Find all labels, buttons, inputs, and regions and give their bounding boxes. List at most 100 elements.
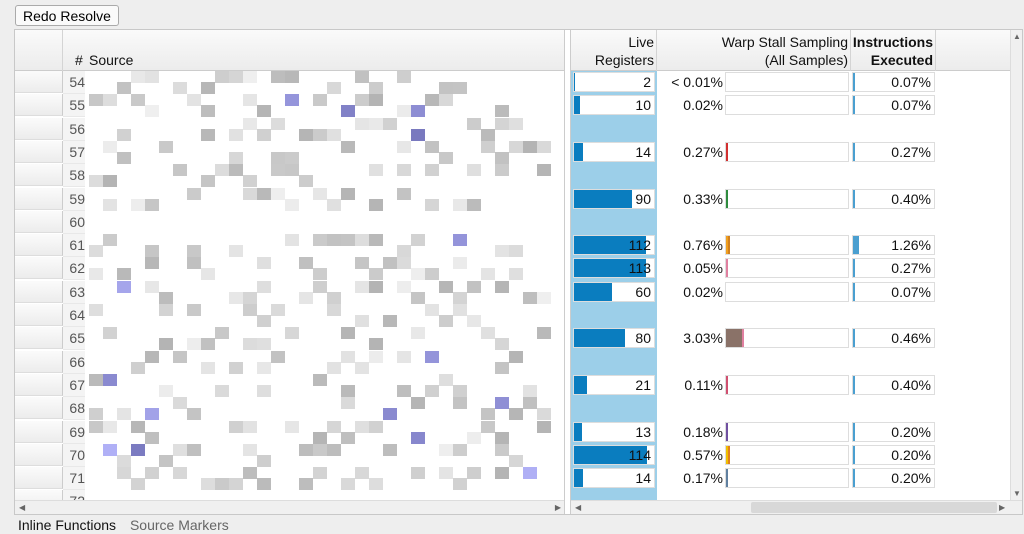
row-gutter[interactable]	[15, 187, 63, 210]
source-row[interactable]: 62	[15, 257, 564, 281]
source-row[interactable]: 60	[15, 210, 564, 234]
source-row[interactable]: 68	[15, 397, 564, 421]
redo-resolve-button[interactable]: Redo Resolve	[15, 5, 119, 26]
scroll-right-icon[interactable]: ▶	[554, 503, 561, 512]
blurred-code	[257, 187, 271, 200]
blurred-code	[411, 234, 425, 247]
source-row[interactable]: 71	[15, 467, 564, 491]
blurred-code	[145, 408, 159, 421]
source-row[interactable]: 56	[15, 117, 564, 141]
blurred-code	[537, 164, 551, 177]
scroll-thumb[interactable]	[751, 502, 997, 513]
blurred-code	[257, 105, 271, 118]
live-registers-cell: 13	[573, 421, 655, 442]
blurred-code	[243, 467, 257, 480]
source-row[interactable]: 61	[15, 234, 564, 258]
metrics-row[interactable]: 80 3.03% 0.46%	[571, 327, 1011, 350]
warp-stall-bar	[725, 235, 849, 256]
line-number-header[interactable]: #	[75, 52, 83, 68]
source-row[interactable]: 63	[15, 280, 564, 304]
source-column-header[interactable]: Source	[89, 52, 134, 68]
scroll-right-icon[interactable]: ▶	[999, 503, 1006, 512]
live-registers-header[interactable]: Live Registers	[571, 30, 657, 71]
row-gutter[interactable]	[15, 94, 63, 117]
metrics-row[interactable]: 14 0.17% 0.20%	[571, 467, 1011, 490]
blurred-code	[495, 361, 509, 374]
row-gutter[interactable]	[15, 164, 63, 187]
live-registers-value: 114	[628, 446, 651, 463]
line-number: 70	[63, 443, 85, 467]
row-gutter[interactable]	[15, 210, 63, 233]
row-gutter[interactable]	[15, 327, 63, 350]
blurred-code	[369, 350, 383, 363]
source-row[interactable]: 59	[15, 187, 564, 211]
gutter-header[interactable]	[15, 30, 63, 71]
metrics-row[interactable]: 13 0.18% 0.20%	[571, 421, 1011, 444]
metrics-vertical-scrollbar[interactable]: ▲ ▼	[1010, 30, 1022, 500]
line-number: 65	[63, 327, 85, 351]
blurred-code	[257, 128, 271, 141]
metrics-row[interactable]: 114 0.57% 0.20%	[571, 444, 1011, 467]
blurred-code	[355, 420, 369, 433]
source-row[interactable]: 55	[15, 94, 564, 118]
source-row[interactable]: 70	[15, 443, 564, 467]
line-number: 71	[63, 467, 85, 491]
source-row[interactable]: 69	[15, 420, 564, 444]
source-row[interactable]: 65	[15, 327, 564, 351]
source-row[interactable]: 67	[15, 373, 564, 397]
row-gutter[interactable]	[15, 257, 63, 280]
scroll-down-icon[interactable]: ▼	[1013, 489, 1021, 498]
warp-stall-value: 0.11%	[684, 376, 723, 393]
metrics-row[interactable]: 2 < 0.01% 0.07%	[571, 71, 1011, 94]
metrics-row[interactable]: 10 0.02% 0.07%	[571, 94, 1011, 117]
tab-inline-functions[interactable]: Inline Functions	[18, 517, 117, 533]
row-gutter[interactable]	[15, 280, 63, 303]
instructions-cell: 0.40%	[852, 188, 935, 209]
instructions-executed-header[interactable]: Instructions Executed	[851, 30, 936, 71]
instructions-cell: 0.07%	[852, 72, 935, 92]
warp-stall-header[interactable]: Warp Stall Sampling (All Samples)	[657, 30, 851, 71]
source-horizontal-scrollbar[interactable]: ◀ ▶	[15, 500, 564, 514]
metrics-row[interactable]: 90 0.33% 0.40%	[571, 188, 1011, 211]
source-row[interactable]: 54	[15, 71, 564, 94]
scroll-up-icon[interactable]: ▲	[1013, 32, 1021, 41]
row-gutter[interactable]	[15, 140, 63, 163]
blurred-code	[243, 187, 257, 200]
blurred-code	[285, 234, 299, 247]
row-gutter[interactable]	[15, 71, 63, 93]
row-gutter[interactable]	[15, 420, 63, 443]
row-gutter[interactable]	[15, 397, 63, 420]
blurred-code	[229, 151, 243, 164]
row-gutter[interactable]	[15, 373, 63, 396]
blurred-code	[299, 128, 313, 141]
source-row[interactable]: 64	[15, 304, 564, 327]
source-row[interactable]: 66	[15, 350, 564, 374]
row-gutter[interactable]	[15, 117, 63, 140]
blurred-code	[243, 94, 257, 107]
row-gutter[interactable]	[15, 467, 63, 490]
metrics-horizontal-scrollbar[interactable]: ◀ ▶	[571, 500, 1022, 514]
blurred-code	[257, 280, 271, 293]
blurred-code	[355, 117, 369, 130]
metrics-row[interactable]: 14 0.27% 0.27%	[571, 141, 1011, 164]
source-row[interactable]: 58	[15, 164, 564, 188]
warp-stall-value: 3.03%	[683, 330, 723, 347]
row-gutter[interactable]	[15, 304, 63, 326]
metrics-row[interactable]: 113 0.05% 0.27%	[571, 257, 1011, 280]
row-gutter[interactable]	[15, 234, 63, 257]
blurred-code	[481, 420, 495, 433]
scroll-left-icon[interactable]: ◀	[575, 503, 582, 512]
metrics-row[interactable]: 21 0.11% 0.40%	[571, 374, 1011, 397]
blurred-code	[299, 443, 313, 456]
metrics-row[interactable]: 60 0.02% 0.07%	[571, 281, 1011, 304]
row-gutter[interactable]	[15, 350, 63, 373]
scroll-left-icon[interactable]: ◀	[19, 503, 26, 512]
metrics-row[interactable]: 112 0.76% 1.26%	[571, 234, 1011, 257]
blurred-code	[243, 291, 257, 304]
instructions-bar	[853, 375, 855, 394]
row-gutter[interactable]	[15, 443, 63, 466]
source-row[interactable]: 57	[15, 140, 564, 164]
blurred-code	[89, 304, 103, 316]
source-view: # Source 54 55 56 57 58 59 60 61 62 63 64 65 66 67 68 6…	[14, 29, 1023, 515]
tab-source-markers[interactable]: Source Markers	[129, 517, 229, 533]
